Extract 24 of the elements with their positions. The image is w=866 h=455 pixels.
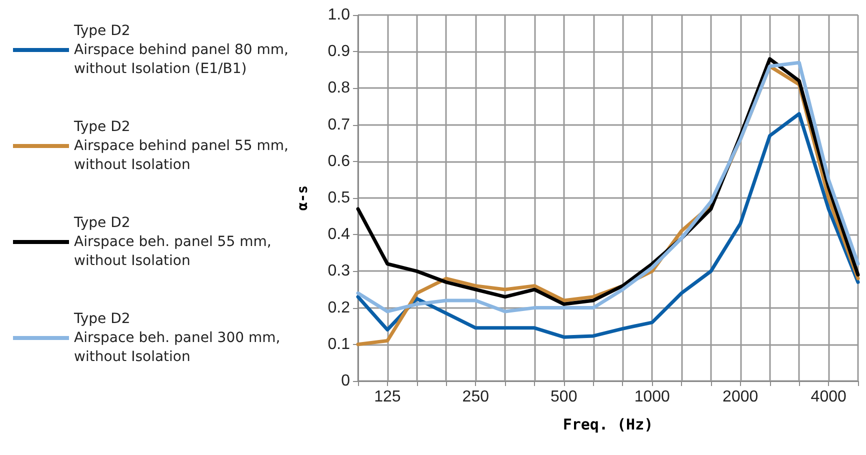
y-axis-title: α-s — [295, 185, 311, 211]
legend-label: Type D2 Airspace behind panel 80 mm, without Isolation (E1/B1) — [73, 23, 288, 77]
x-tick-label: 500 — [550, 388, 578, 406]
legend-label: Type D2 Airspace beh. panel 300 mm, without Isolation — [73, 311, 280, 365]
legend-label: Type D2 Airspace behind panel 55 mm, without Isolation — [73, 119, 288, 173]
legend-label: Type D2 Airspace beh. panel 55 mm, without Isolation — [73, 215, 272, 269]
y-tick-label: 0.9 — [328, 43, 350, 60]
y-tick-label: 0.4 — [328, 226, 350, 244]
y-tick-label: 0.7 — [328, 116, 350, 134]
x-tick-label: 1000 — [634, 388, 670, 406]
y-tick-label: 0.2 — [328, 299, 350, 316]
x-tick-label: 4000 — [810, 388, 846, 406]
y-tick-label: 0.3 — [328, 262, 350, 280]
x-tick-label: 2000 — [722, 388, 758, 406]
line-series — [356, 112, 860, 339]
y-tick-label: 1.0 — [328, 6, 350, 24]
x-axis-title: Freq. (Hz) — [562, 416, 654, 434]
x-tick-label: 125 — [374, 388, 401, 406]
x-tick-label: 250 — [462, 388, 490, 406]
y-tick-label: 0.6 — [328, 152, 350, 170]
y-tick-label: 0 — [341, 372, 350, 390]
y-tick-label: 0.1 — [328, 336, 350, 353]
y-tick-label: 0.5 — [328, 190, 350, 206]
y-tick-label: 0.8 — [328, 80, 350, 97]
